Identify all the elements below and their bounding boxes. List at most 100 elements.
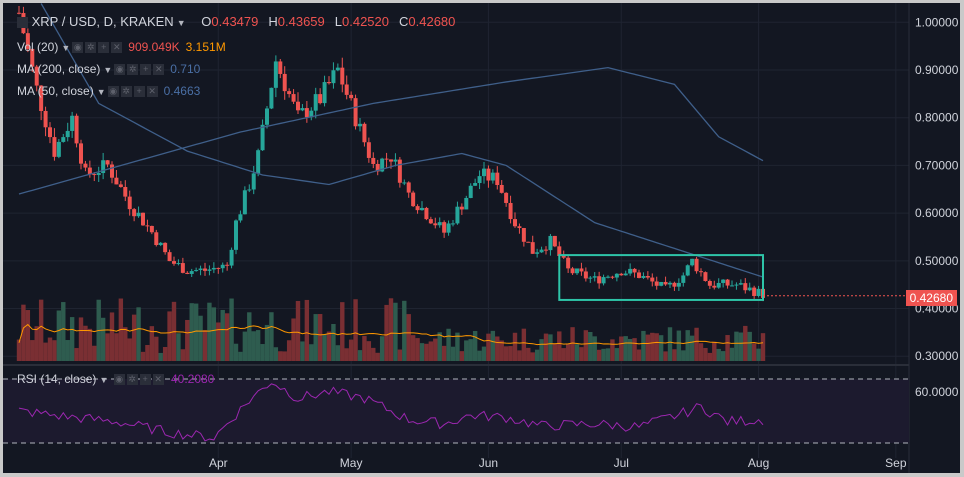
volume-bar [379, 336, 385, 361]
chart-canvas[interactable]: 1.00000 0.90000 0.80000 0.70000 0.60000 0.500… [3, 3, 960, 473]
candle-body [389, 159, 393, 162]
close-icon[interactable]: ✕ [111, 42, 123, 54]
candle-body [743, 283, 748, 291]
candle-body [752, 287, 757, 296]
volume-bar [282, 351, 287, 361]
indicator-label[interactable]: MA (50, close) [17, 84, 94, 98]
y-tick-label: 0.50000 [915, 254, 959, 268]
candle-body [610, 276, 615, 278]
volume-bar [131, 314, 137, 361]
candle-body [110, 164, 114, 178]
candle-body [318, 94, 323, 104]
volume-bar [202, 330, 208, 361]
candle-body [92, 174, 97, 176]
close-icon[interactable]: ✕ [153, 64, 165, 76]
eye-icon[interactable]: ◉ [72, 42, 84, 54]
volume-bar [255, 330, 261, 361]
candle-body [362, 123, 367, 143]
volume-bar [304, 299, 310, 361]
volume-bar [154, 336, 159, 361]
volume-bar [69, 317, 75, 361]
chevron-down-icon[interactable]: ▼ [103, 65, 113, 75]
volume-bar [663, 351, 668, 361]
volume-bar [269, 312, 274, 361]
symbol-title[interactable]: XRP / USD, D, KRAKEN [31, 14, 174, 29]
x-tick-label: Jul [614, 456, 629, 470]
volume-bar [627, 338, 633, 361]
volume-bar [38, 299, 44, 361]
candle-body [623, 273, 628, 276]
candle-body [521, 228, 526, 242]
candle-body [619, 273, 624, 276]
close-icon[interactable]: ✕ [146, 86, 158, 98]
gear-icon[interactable]: ✲ [126, 374, 138, 386]
volume-bar [446, 328, 451, 361]
eye-icon[interactable]: ◉ [107, 86, 119, 98]
volume-bar [291, 318, 296, 361]
indicator-value: 0.710 [170, 62, 201, 76]
candle-body [579, 268, 584, 272]
candle-body [327, 82, 331, 84]
volume-bar [561, 348, 566, 361]
volume-bar [65, 340, 70, 361]
volume-bar [729, 347, 735, 361]
volume-bar [712, 341, 717, 361]
plus-icon[interactable]: + [139, 374, 151, 386]
volume-bar [229, 298, 234, 361]
candle-body [575, 268, 579, 274]
candle-body [189, 271, 194, 274]
plus-icon[interactable]: + [140, 64, 152, 76]
volume-ma-line [18, 323, 764, 346]
candle-body [455, 206, 460, 224]
indicator-label[interactable]: Vol (20) [17, 40, 59, 54]
chart-panel[interactable]: 1.00000 0.90000 0.80000 0.70000 0.60000 0.500… [3, 3, 960, 473]
volume-bar [601, 348, 606, 361]
volume-bar [388, 298, 394, 361]
candle-body [149, 225, 154, 233]
indicator-label[interactable]: MA (200, close) [17, 62, 101, 76]
gear-icon[interactable]: ✲ [120, 86, 132, 98]
candle-body [322, 82, 327, 104]
gear-icon[interactable]: ✲ [85, 42, 97, 54]
volume-bar [751, 343, 757, 361]
volume-bar [548, 334, 553, 361]
candle-body [685, 265, 690, 276]
chevron-down-icon[interactable]: ▼ [176, 18, 186, 28]
volume-bar [216, 322, 221, 361]
chevron-down-icon[interactable]: ▼ [96, 87, 106, 97]
chevron-down-icon[interactable]: ▼ [61, 43, 71, 53]
candle-body [331, 70, 336, 84]
chevron-down-icon[interactable]: ▼ [99, 375, 109, 385]
candle-body [730, 285, 734, 287]
candle-body [229, 249, 234, 266]
candle-body [358, 123, 362, 127]
candle-body [628, 268, 633, 274]
volume-bar [503, 346, 509, 361]
plus-icon[interactable]: + [98, 42, 110, 54]
volume-bar [127, 338, 132, 361]
volume-bar [676, 330, 682, 361]
eye-icon[interactable]: ◉ [113, 374, 125, 386]
volume-bar [251, 331, 256, 361]
eye-icon[interactable]: ◉ [114, 64, 126, 76]
candle-body [486, 168, 491, 181]
candle-body [637, 272, 641, 278]
rsi-label[interactable]: RSI (14, close) [17, 372, 97, 386]
candle-body [694, 258, 699, 272]
volume-bar [415, 338, 420, 361]
candle-body [287, 91, 292, 95]
volume-bar [105, 333, 110, 361]
volume-bar [583, 330, 589, 361]
volume-bar [109, 312, 115, 361]
close-icon[interactable]: ✕ [152, 374, 164, 386]
volume-bar [490, 330, 496, 361]
volume-bar [588, 331, 593, 361]
ohlc-c: C0.42680 [399, 14, 456, 29]
candle-body [738, 283, 743, 285]
gear-icon[interactable]: ✲ [127, 64, 139, 76]
plus-icon[interactable]: + [133, 86, 145, 98]
y-tick-label: 0.30000 [915, 349, 959, 363]
volume-bar [472, 330, 478, 361]
volume-bar [326, 331, 332, 361]
candle-body [198, 268, 203, 271]
